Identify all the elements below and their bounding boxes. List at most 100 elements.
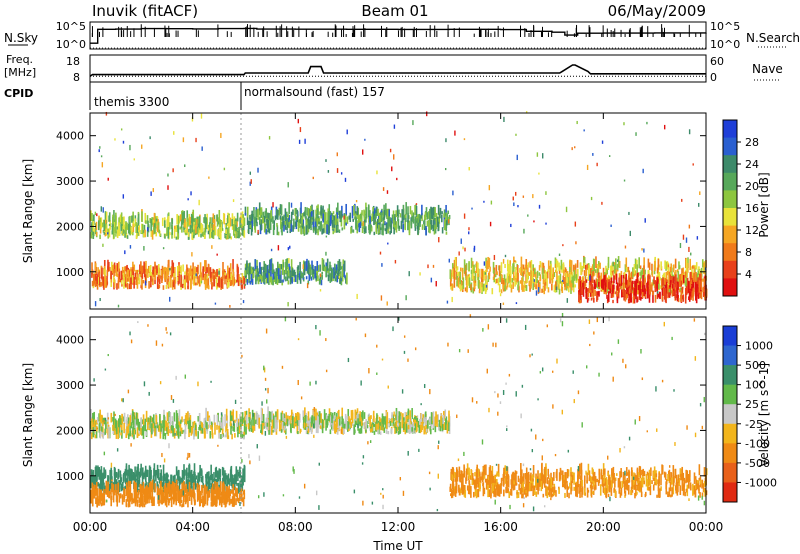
heatmap-cell [136, 471, 138, 477]
heatmap-cell [210, 277, 213, 285]
heatmap-cell [375, 418, 378, 431]
heatmap-cell [244, 411, 247, 421]
heatmap-cell [680, 280, 682, 287]
heatmap-cell [430, 214, 432, 225]
heatmap-cell [198, 226, 200, 235]
heatmap-cell [641, 248, 643, 251]
heatmap-cell [270, 276, 273, 285]
heatmap-cell [473, 282, 476, 289]
heatmap-cell [239, 217, 241, 228]
heatmap-cell [163, 220, 166, 228]
heatmap-cell [618, 277, 620, 283]
heatmap-cell [343, 260, 346, 272]
heatmap-cell [188, 473, 190, 484]
heatmap-cell [624, 245, 627, 249]
heatmap-cell [251, 214, 253, 221]
heatmap-cell [694, 476, 697, 480]
heatmap-cell [365, 213, 367, 219]
freq-tick-high-left: 18 [66, 55, 80, 68]
heatmap-cell [102, 422, 104, 427]
heatmap-cell [520, 256, 523, 268]
heatmap-cell [444, 219, 446, 231]
heatmap-cell [263, 261, 266, 271]
heatmap-cell [693, 266, 696, 277]
heatmap-cell [509, 275, 512, 288]
heatmap-cell [247, 220, 250, 228]
heatmap-cell [553, 272, 556, 278]
heatmap-cell [338, 275, 341, 279]
heatmap-cell [151, 230, 154, 240]
heatmap-cell [382, 217, 385, 230]
heatmap-cell [218, 209, 221, 222]
heatmap-cell [147, 422, 149, 425]
heatmap-cell [325, 212, 327, 225]
heatmap-cell [166, 278, 168, 285]
heatmap-cell [416, 218, 418, 226]
heatmap-cell [208, 224, 211, 231]
heatmap-cell [212, 231, 215, 239]
heatmap-cell [152, 219, 155, 223]
heatmap-cell [626, 280, 629, 293]
heatmap-cell [224, 473, 227, 480]
heatmap-cell [549, 273, 551, 284]
heatmap-cell [242, 300, 245, 304]
heatmap-cell [158, 284, 161, 289]
heatmap-cell [180, 427, 183, 434]
heatmap-cell [401, 209, 404, 223]
heatmap-cell [700, 287, 703, 300]
heatmap-cell [119, 479, 122, 484]
heatmap-cell [360, 423, 363, 434]
heatmap-cell [96, 471, 98, 481]
heatmap-cell [678, 288, 681, 293]
heatmap-cell [602, 479, 605, 485]
colorbar-swatch [723, 260, 737, 279]
heatmap-cell [539, 261, 542, 268]
heatmap-cell [316, 218, 319, 227]
heatmap-cell [430, 219, 432, 230]
heatmap-cell [605, 280, 608, 288]
heatmap-cell [450, 272, 453, 282]
heatmap-cell [259, 210, 262, 218]
heatmap-cell [627, 299, 630, 304]
heatmap-cell [504, 285, 506, 292]
heatmap-cell [236, 212, 239, 222]
heatmap-cell [542, 493, 545, 498]
heatmap-cell [232, 478, 235, 488]
heatmap-cell [573, 264, 575, 272]
heatmap-cell [237, 469, 239, 482]
heatmap-cell [620, 283, 622, 290]
heatmap-cell [91, 213, 93, 222]
heatmap-cell [320, 220, 323, 230]
heatmap-cell [246, 206, 249, 218]
heatmap-cell [92, 427, 95, 438]
heatmap-cell [371, 424, 373, 432]
heatmap-cell [163, 269, 166, 280]
heatmap-cell [407, 429, 409, 433]
heatmap-cell [652, 279, 654, 286]
heatmap-cell [502, 283, 504, 290]
heatmap-cell [432, 424, 435, 429]
heatmap-cell [407, 206, 409, 215]
heatmap-cell [227, 473, 230, 480]
heatmap-cell [590, 292, 592, 297]
heatmap-cell [649, 284, 652, 295]
heatmap-cell [690, 289, 692, 300]
heatmap-cell [260, 219, 263, 231]
heatmap-cell [551, 278, 553, 284]
heatmap-cell [659, 291, 661, 299]
heatmap-cell [522, 481, 524, 493]
heatmap-cell [123, 266, 126, 277]
heatmap-cell [129, 415, 132, 426]
heatmap-cell [225, 426, 228, 431]
heatmap-cell [124, 468, 127, 482]
heatmap-cell [146, 215, 149, 224]
heatmap-cell [679, 274, 681, 287]
heatmap-cell [297, 226, 300, 232]
heatmap-cell [115, 231, 117, 237]
heatmap-cell [102, 276, 105, 288]
heatmap-cell [314, 219, 317, 228]
heatmap-cell [425, 428, 428, 433]
heatmap-cell [200, 113, 203, 119]
heatmap-cell [99, 430, 102, 439]
heatmap-cell [384, 416, 386, 425]
